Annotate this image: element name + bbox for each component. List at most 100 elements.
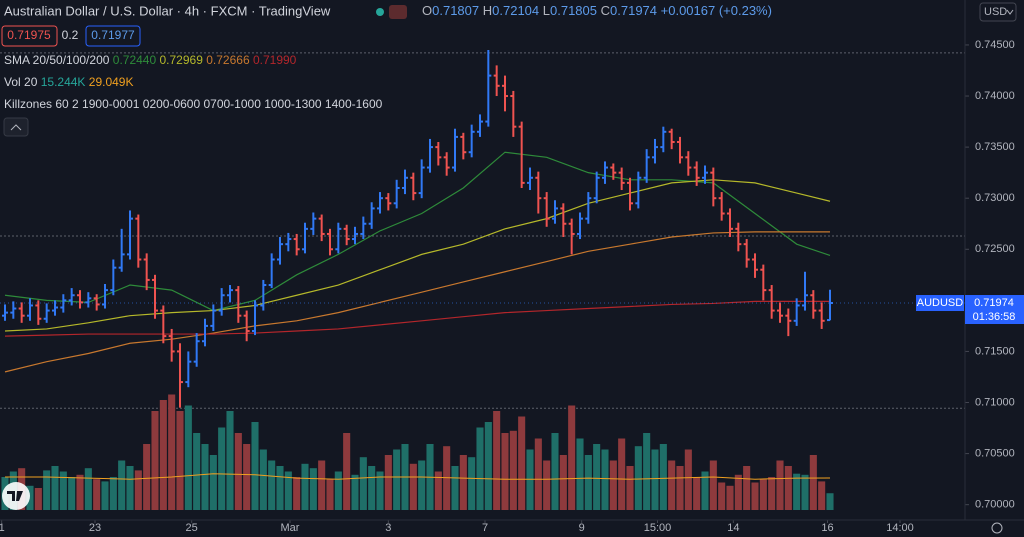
ohlc-bar xyxy=(318,214,325,242)
ohlc-bar xyxy=(310,212,317,235)
sma-value: 0.71990 xyxy=(253,53,297,67)
volume-bar xyxy=(768,477,776,510)
ohlc-bar xyxy=(693,161,700,186)
ohlc-key: C xyxy=(601,3,610,18)
ohlc-bar xyxy=(243,310,250,342)
ohlc-bar xyxy=(643,149,650,183)
volume-bar xyxy=(326,479,334,510)
volume-bar xyxy=(51,466,59,510)
volume-bar xyxy=(393,449,401,510)
volume-bar xyxy=(276,466,284,510)
volume-bar xyxy=(318,460,326,510)
ohlc-bar xyxy=(610,163,617,180)
volume-bar xyxy=(459,455,467,510)
volume-bar xyxy=(59,471,67,510)
ohlc-bar xyxy=(710,167,717,207)
volume-bar xyxy=(151,411,159,510)
collapse-icon xyxy=(10,124,22,131)
currency[interactable]: USD xyxy=(984,6,1007,18)
sma-line xyxy=(4,300,830,337)
plot-area: 0.700000.705000.710000.715000.720000.725… xyxy=(0,39,1015,534)
ohlc-bar xyxy=(277,237,283,265)
y-tick-label: 0.73000 xyxy=(975,192,1015,204)
ohlc-bar xyxy=(660,126,667,153)
collapse-button[interactable] xyxy=(3,117,29,137)
buy-price[interactable]: 0.71977 xyxy=(91,28,135,42)
y-tick-label: 0.71500 xyxy=(975,345,1015,357)
volume-label: Vol 20 xyxy=(4,75,38,89)
ohlc-bar xyxy=(18,302,25,323)
currency-button[interactable] xyxy=(979,2,1017,22)
sell-button[interactable] xyxy=(1,25,58,47)
volume-bar xyxy=(334,471,342,510)
sell-price[interactable]: 0.71975 xyxy=(7,28,51,42)
volume-bar xyxy=(551,433,559,510)
spread: 0.2 xyxy=(62,28,79,42)
volume-legend: Vol 20 15.244K 29.049K xyxy=(4,75,134,89)
y-tick-label: 0.70000 xyxy=(975,499,1015,511)
volume-bar xyxy=(43,470,51,510)
buy-button[interactable] xyxy=(85,25,141,47)
status-icon[interactable] xyxy=(389,5,407,19)
volume-bar xyxy=(809,455,817,510)
ohlc-key: O xyxy=(422,3,432,18)
y-tick-label: 0.72500 xyxy=(975,243,1015,255)
x-tick-label: 9 xyxy=(579,522,585,534)
x-tick-label: 7 xyxy=(482,522,488,534)
volume-bar xyxy=(418,460,426,510)
volume-bar xyxy=(134,470,142,510)
symbol-badge xyxy=(916,295,964,312)
volume-bar xyxy=(526,449,534,510)
ohlc-bar xyxy=(68,288,75,306)
logo xyxy=(2,482,30,510)
volume-bar xyxy=(384,455,392,510)
status-icon xyxy=(376,8,384,16)
volume-bar xyxy=(651,449,659,510)
volume-bar xyxy=(76,474,84,510)
ohlc-bar xyxy=(802,271,808,311)
ohlc-value: 0.71805 xyxy=(550,3,597,18)
volume-bar xyxy=(468,457,476,510)
volume-bar xyxy=(209,455,217,510)
volume-bar xyxy=(301,463,309,510)
ohlc-bar xyxy=(727,208,733,238)
ohlc-bar xyxy=(10,301,17,319)
header: Australian Dollar / U.S. Dollar · 4h · F… xyxy=(1,2,1017,137)
ohlc-bar xyxy=(268,253,275,289)
ohlc-bar xyxy=(160,305,167,344)
ohlc-bar xyxy=(702,165,708,184)
sma-value: 0.72969 xyxy=(160,53,204,67)
volume-bar xyxy=(201,444,209,510)
ohlc-bar xyxy=(410,172,417,201)
tv-logo xyxy=(2,482,30,510)
volume-bar xyxy=(226,411,234,510)
volume-bar xyxy=(284,471,292,510)
x-tick-label: 25 xyxy=(186,522,198,534)
volume-bar xyxy=(751,482,759,510)
ohlc-bar xyxy=(535,171,542,214)
volume-bar xyxy=(143,444,151,510)
x-tick-label: 15:00 xyxy=(644,522,672,534)
ohlc-bar xyxy=(685,151,692,176)
ohlc-bar xyxy=(402,169,408,195)
ohlc-bar xyxy=(360,216,367,240)
sma-value: 0.72440 xyxy=(113,53,157,67)
ohlc-bar xyxy=(418,159,425,199)
ohlc-bar xyxy=(777,302,783,323)
ohlc-bar xyxy=(477,114,483,137)
settings-icon[interactable] xyxy=(991,522,1003,534)
ohlc-bar xyxy=(210,304,217,332)
volume-bar xyxy=(801,474,809,510)
volume-bar xyxy=(343,433,351,510)
ohlc-bar xyxy=(385,193,392,211)
volume-bar xyxy=(168,394,176,510)
last-price: 0.71974 xyxy=(974,297,1014,309)
volume-bar xyxy=(759,479,767,510)
ohlc-bar xyxy=(510,90,517,137)
ohlc-bar xyxy=(152,274,158,319)
volume-bar xyxy=(643,433,651,510)
volume-bar xyxy=(568,405,576,510)
ohlc-bar xyxy=(752,253,758,278)
ohlc-bar xyxy=(818,302,825,329)
